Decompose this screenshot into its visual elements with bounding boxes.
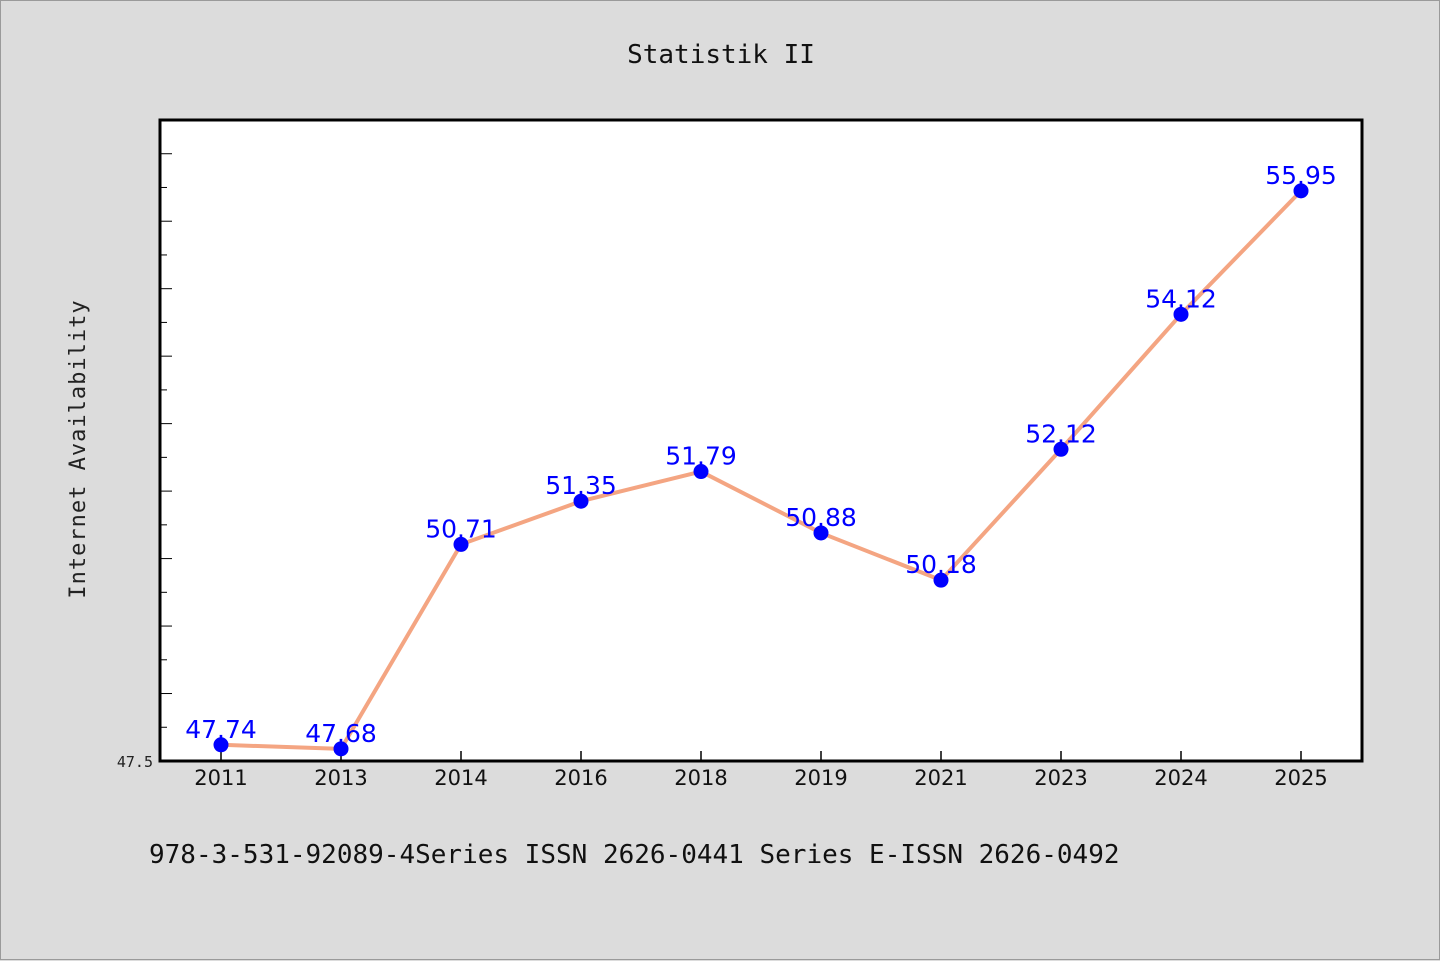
data-point-marker — [693, 464, 709, 480]
series-markers — [213, 183, 1309, 757]
data-point-label: 47.68 — [305, 719, 377, 748]
data-point-marker — [213, 737, 229, 753]
data-labels: 47.74 47.68 50.71 51.35 51.79 50.88 50.18 52.12… — [185, 161, 1337, 748]
data-point-label: 50.71 — [425, 514, 497, 543]
data-point-label: 51.79 — [665, 442, 737, 471]
x-tick-label: 2019 — [794, 766, 847, 790]
plot-area — [158, 118, 1364, 763]
footer-isbn-text: 978-3-531-92089-4Series ISSN 2626-0441 S… — [149, 840, 1120, 870]
x-tick-label: 2025 — [1274, 766, 1327, 790]
chart-title: Statistik II — [627, 40, 815, 70]
x-tick-label: 2011 — [194, 766, 247, 790]
data-point-label: 54.12 — [1145, 284, 1217, 313]
y-tick-label: 47.5 — [117, 753, 153, 771]
x-axis-ticks: 2011 2013 2014 2016 2018 2019 2021 2023 2024 2025 — [194, 751, 1328, 790]
x-tick-label: 2013 — [314, 766, 367, 790]
x-tick-label: 2023 — [1034, 766, 1087, 790]
data-point-marker — [813, 525, 829, 541]
series-line — [219, 188, 1303, 751]
data-point-label: 50.18 — [905, 550, 977, 579]
series-polyline — [219, 188, 1303, 751]
x-tick-label: 2014 — [434, 766, 487, 790]
data-point-marker — [453, 536, 469, 552]
data-point-marker — [1173, 306, 1189, 322]
x-tick-label: 2021 — [914, 766, 967, 790]
data-point-marker — [333, 741, 349, 757]
data-point-label: 50.88 — [785, 503, 857, 532]
data-point-label: 51.35 — [545, 471, 617, 500]
data-point-marker — [933, 572, 949, 588]
data-point-marker — [1053, 441, 1069, 457]
x-tick-label: 2018 — [674, 766, 727, 790]
y-axis-ticks — [160, 119, 172, 762]
y-axis-label: Internet Availability — [66, 299, 91, 598]
data-point-label: 55.95 — [1265, 161, 1337, 190]
data-point-label: 52.12 — [1025, 419, 1097, 448]
data-point-marker — [1293, 183, 1309, 199]
data-point-marker — [573, 493, 589, 509]
data-point-label: 47.74 — [185, 715, 257, 744]
x-tick-label: 2016 — [554, 766, 607, 790]
x-tick-label: 2024 — [1154, 766, 1207, 790]
